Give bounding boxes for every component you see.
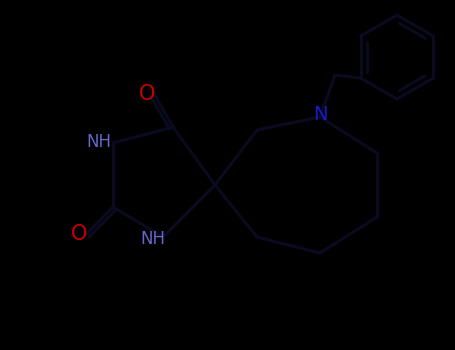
Text: N: N xyxy=(313,105,327,125)
Text: O: O xyxy=(139,84,155,104)
Text: NH: NH xyxy=(86,133,111,151)
Text: NH: NH xyxy=(140,230,165,248)
Text: O: O xyxy=(71,224,87,244)
